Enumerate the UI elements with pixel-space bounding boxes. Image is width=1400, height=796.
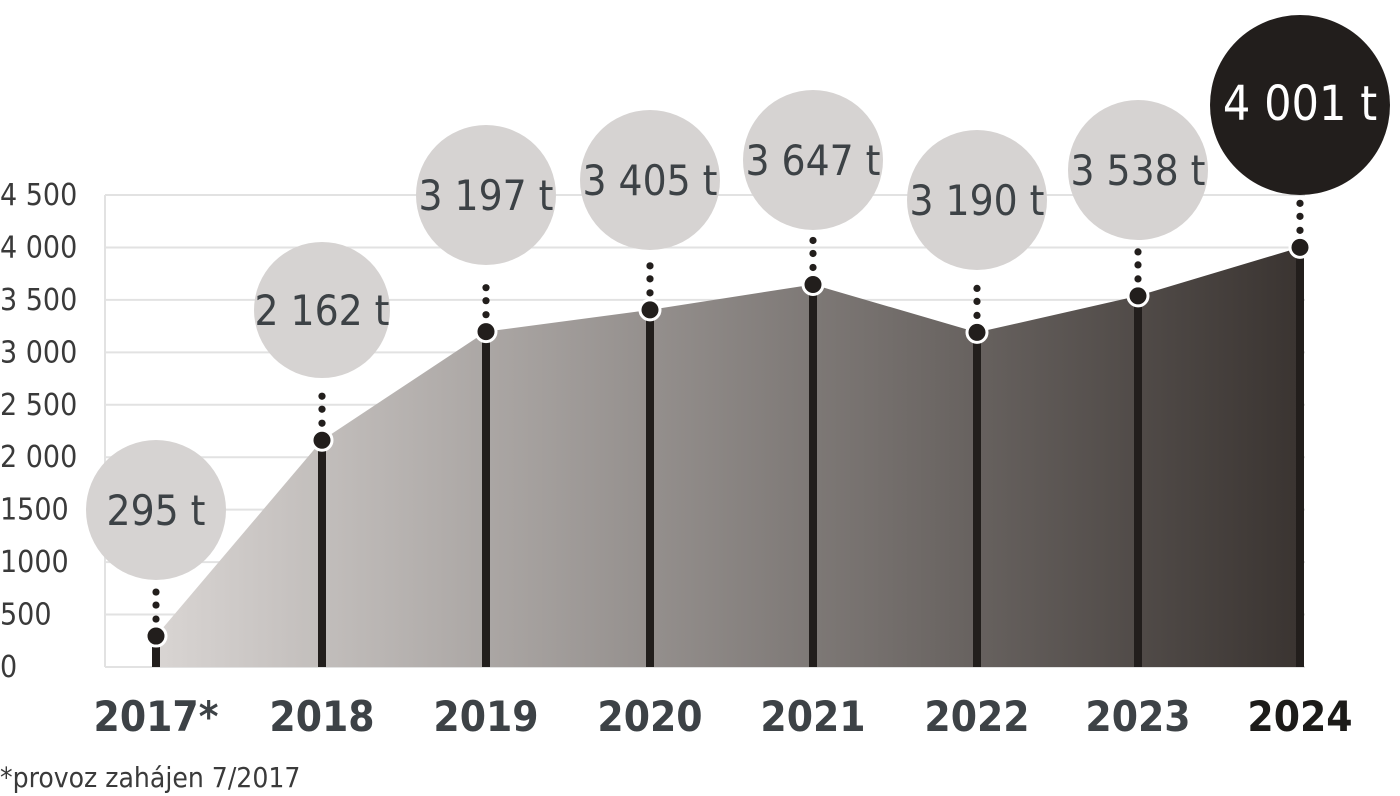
x-tick-label: 2024 xyxy=(1247,692,1352,741)
value-bubble xyxy=(907,130,1047,270)
y-tick-label: 3 000 xyxy=(0,335,77,370)
y-tick-label: 2 500 xyxy=(0,388,77,423)
connector-dot xyxy=(1296,226,1304,234)
connector-dot xyxy=(482,284,490,292)
value-label: 2 162 t xyxy=(255,286,390,335)
data-point xyxy=(965,320,989,344)
connector-dot xyxy=(482,311,490,319)
y-tick-label: 4 000 xyxy=(0,230,77,265)
value-bubbles: 295 t 2 162 t 3 197 t 3 405 t 3 647 t 3 190 t… xyxy=(86,15,1390,580)
connector-dot xyxy=(1134,275,1142,283)
value-bubble xyxy=(1068,100,1208,240)
value-label: 3 538 t xyxy=(1071,146,1206,195)
value-bubble xyxy=(86,440,226,580)
x-tick-label: 2021 xyxy=(760,692,865,741)
y-tick-label: 3 500 xyxy=(0,283,77,318)
value-label: 3 197 t xyxy=(419,171,554,220)
connector-dot xyxy=(1296,212,1304,220)
value-bubble xyxy=(580,110,720,250)
connector-dot xyxy=(1134,261,1142,269)
connector-dot xyxy=(318,419,326,427)
data-point xyxy=(1288,235,1312,259)
connector-dot xyxy=(152,615,160,623)
data-point xyxy=(1126,284,1150,308)
y-tick-label: 500 xyxy=(0,598,52,633)
x-tick-label: 2017* xyxy=(94,692,219,741)
x-tick-label: 2018 xyxy=(269,692,374,741)
area-fill xyxy=(156,247,1300,668)
x-tick-label: 2023 xyxy=(1085,692,1190,741)
connector-dot xyxy=(646,262,654,270)
connector-dot xyxy=(646,289,654,297)
connector-dot xyxy=(318,392,326,400)
value-bubble xyxy=(254,242,390,378)
connector-dot xyxy=(809,263,817,272)
value-label: 4 001 t xyxy=(1223,76,1377,132)
connector-dot xyxy=(809,249,817,258)
value-label: 295 t xyxy=(107,486,206,535)
connector-dot xyxy=(152,601,160,609)
y-axis-ticks: 0 500 1000 1500 2 000 2 500 3 000 3 500 4 000 4 5… xyxy=(0,178,77,685)
connector-dot xyxy=(318,405,326,413)
connector-dot xyxy=(809,236,817,245)
x-tick-label: 2019 xyxy=(433,692,538,741)
connector-dot xyxy=(973,284,981,293)
connector-dot xyxy=(152,588,160,596)
value-label: 3 405 t xyxy=(583,156,718,205)
x-tick-label: 2022 xyxy=(924,692,1029,741)
connector-dot xyxy=(482,297,490,305)
value-bubble xyxy=(416,125,556,265)
connector-dot xyxy=(973,297,981,306)
x-tick-label: 2020 xyxy=(597,692,702,741)
area-layer xyxy=(156,247,1300,668)
value-label: 3 647 t xyxy=(746,136,881,185)
x-axis-ticks: 2017* 2018 2019 2020 2021 2022 2023 2024 xyxy=(94,692,1353,741)
connector-dot xyxy=(1296,199,1304,207)
data-point xyxy=(638,298,662,322)
connector-dot xyxy=(1134,248,1142,256)
value-bubble xyxy=(1210,15,1390,195)
value-bubble xyxy=(743,90,883,230)
y-tick-label: 2 000 xyxy=(0,440,77,475)
connector-dot xyxy=(973,311,981,320)
y-tick-label: 0 xyxy=(0,650,17,685)
y-tick-label: 1500 xyxy=(0,493,69,528)
data-point xyxy=(144,624,168,648)
value-label: 3 190 t xyxy=(910,176,1045,225)
y-tick-label: 1000 xyxy=(0,545,69,580)
stems xyxy=(144,199,1312,667)
footnote: *provoz zahájen 7/2017 xyxy=(0,761,300,794)
y-tick-label: 4 500 xyxy=(0,178,77,213)
data-point xyxy=(801,272,825,296)
data-point xyxy=(474,320,498,344)
data-point xyxy=(310,428,334,452)
connector-dot xyxy=(646,275,654,283)
